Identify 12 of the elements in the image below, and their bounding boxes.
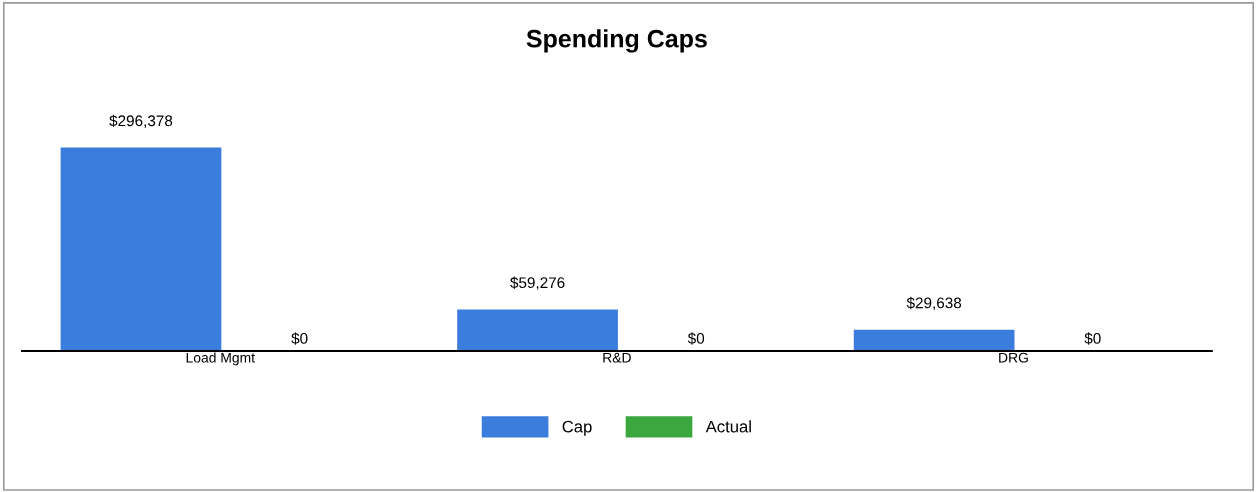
data-label: $0 (1084, 332, 1101, 345)
data-label: $0 (687, 332, 705, 345)
x-tick-label: DRG (999, 352, 1028, 363)
data-label: $296,378 (109, 114, 173, 128)
legend-label: Actual (705, 420, 751, 433)
chart-title: Spending Caps (526, 29, 707, 53)
x-tick-label: R&D (603, 352, 631, 363)
data-label: $0 (291, 332, 308, 345)
legend-label: Cap (562, 420, 592, 436)
data-label: $29,638 (906, 296, 962, 311)
x-tick-label: Load Mgmt (186, 352, 255, 366)
data-label: $59,276 (510, 276, 565, 290)
